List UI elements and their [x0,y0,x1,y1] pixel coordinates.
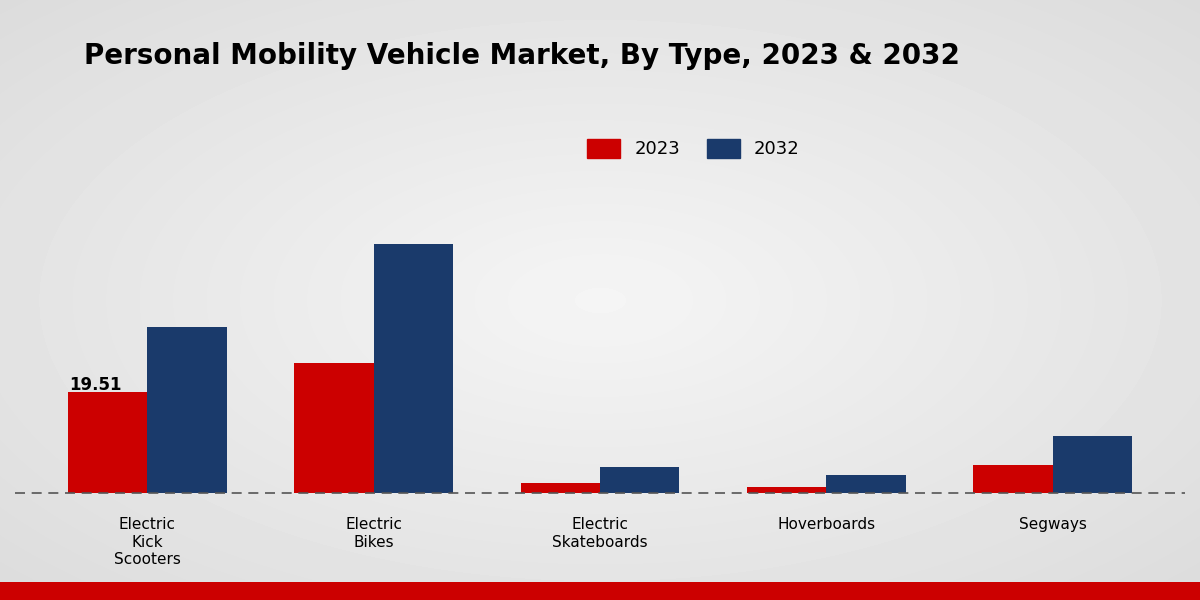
Bar [973,464,1052,493]
Bar [294,363,373,493]
Bar [373,244,452,493]
Bar [600,467,679,493]
Bar [1052,436,1132,493]
Text: 19.51: 19.51 [70,376,122,394]
Bar [827,475,906,493]
Bar [748,487,827,493]
Bar [521,483,600,493]
Legend: 2023, 2032: 2023, 2032 [580,132,808,166]
Bar [68,392,148,493]
Bar [148,327,227,493]
Text: Personal Mobility Vehicle Market, By Type, 2023 & 2032: Personal Mobility Vehicle Market, By Typ… [84,42,960,70]
